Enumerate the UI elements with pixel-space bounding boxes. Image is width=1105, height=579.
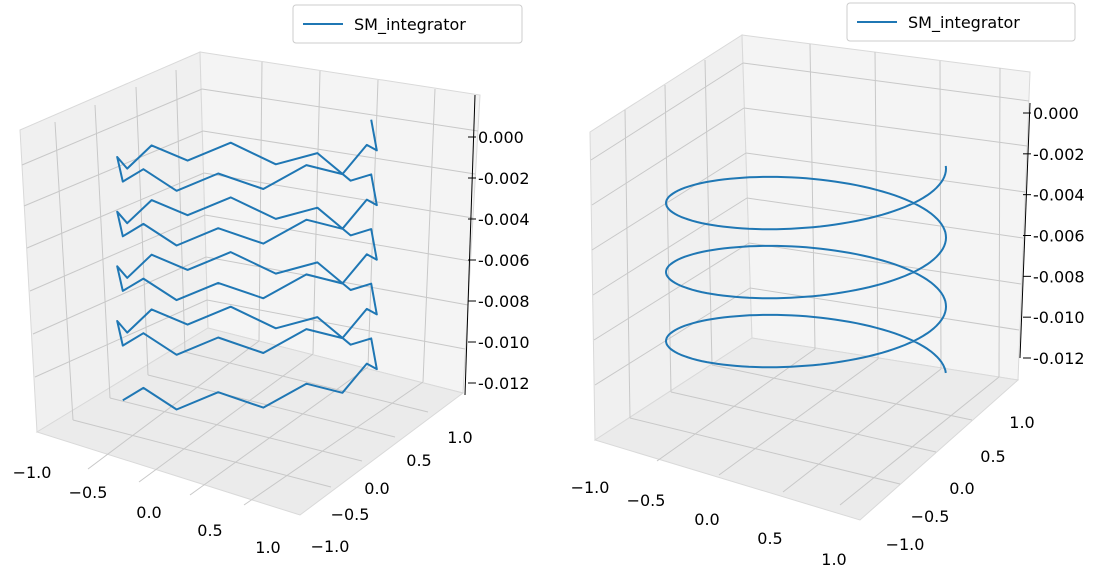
x-tick-label: 1.0 <box>255 538 280 557</box>
x-tick-label: −0.5 <box>69 483 108 502</box>
legend-left-label: SM_integrator <box>354 15 466 35</box>
helix-right <box>665 165 947 374</box>
x-tick-label: −0.5 <box>627 491 666 510</box>
y-tick-label: 1.0 <box>1009 413 1034 432</box>
z-ticks-left: 0.000 -0.002 -0.004 -0.006 -0.008 -0.010 -0.01… <box>468 128 530 393</box>
z-tick-label: -0.006 <box>478 251 530 270</box>
chart-right: 0.000 -0.002 -0.004 -0.006 -0.008 -0.010 -0.01… <box>571 2 1085 569</box>
x-tick-label: −1.0 <box>571 478 610 497</box>
x-tick-label: 0.0 <box>694 510 719 529</box>
x-tick-label: −1.0 <box>13 463 52 482</box>
z-tick-label: -0.008 <box>478 292 530 311</box>
z-tick-label: -0.012 <box>1033 349 1085 368</box>
z-axis-left: 0.000 -0.002 -0.004 -0.006 -0.008 -0.010 -0.01… <box>464 94 530 396</box>
y-tick-label: −1.0 <box>311 537 350 556</box>
y-tick-label: 1.0 <box>447 428 472 447</box>
y-tick-label: 0.5 <box>406 451 431 470</box>
x-tick-label: 0.5 <box>197 521 222 540</box>
y-ticks-right: −1.0 −0.5 0.0 0.51.0 <box>886 413 1035 554</box>
grid-lines-right <box>590 43 1030 506</box>
helix-left <box>116 119 378 411</box>
grid-lines-left <box>21 61 479 506</box>
x-ticks-left: −1.0 −0.5 0.0 0.5 1.0 <box>13 463 281 557</box>
legend-left: SM_integrator <box>292 4 523 44</box>
x-tick-label: 0.0 <box>136 503 161 522</box>
z-tick-label: -0.006 <box>1033 227 1085 246</box>
z-ticks-right: 0.000 -0.002 -0.004 -0.006 -0.008 -0.010 -0.01… <box>1023 104 1085 368</box>
y-tick-label: −1.0 <box>886 535 925 554</box>
y-tick-label: 0.5 <box>980 447 1005 466</box>
z-tick-label: -0.004 <box>1033 186 1085 205</box>
x-ticks-right: −1.0 −0.5 0.0 0.5 1.0 <box>571 478 847 569</box>
chart-left: 0.000 -0.002 -0.004 -0.006 -0.008 -0.010 -0.01… <box>13 4 530 557</box>
series-line-left <box>116 119 378 411</box>
z-tick-label: -0.004 <box>478 210 530 229</box>
z-tick-label: -0.010 <box>478 333 530 352</box>
z-axis-right: 0.000 -0.002 -0.004 -0.006 -0.008 -0.010 -0.01… <box>1019 102 1085 368</box>
y-ticks-left: −1.0 −0.5 0.0 0.5 1.0 <box>311 428 473 556</box>
x-tick-label: 0.5 <box>757 529 782 548</box>
pane-back-right-r <box>741 34 1031 381</box>
z-tick-label: -0.002 <box>1033 145 1085 164</box>
pane-floor-r <box>593 337 1020 521</box>
z-tick-label: -0.012 <box>478 374 530 393</box>
series-line-right <box>665 165 947 374</box>
x-tick-label: 1.0 <box>821 550 846 569</box>
y-tick-label: −0.5 <box>911 507 950 526</box>
z-tick-label: -0.008 <box>1033 267 1085 286</box>
z-tick-label: -0.002 <box>478 169 530 188</box>
z-tick-label: 0.000 <box>478 128 524 147</box>
y-tick-label: −0.5 <box>331 505 370 524</box>
legend-right-label: SM_integrator <box>908 13 1020 33</box>
legend-right: SM_integrator <box>846 2 1076 42</box>
y-tick-label: 0.0 <box>364 479 389 498</box>
y-tick-label: 0.0 <box>949 479 974 498</box>
z-tick-label: -0.010 <box>1033 308 1085 327</box>
z-tick-label: 0.000 <box>1033 104 1079 123</box>
